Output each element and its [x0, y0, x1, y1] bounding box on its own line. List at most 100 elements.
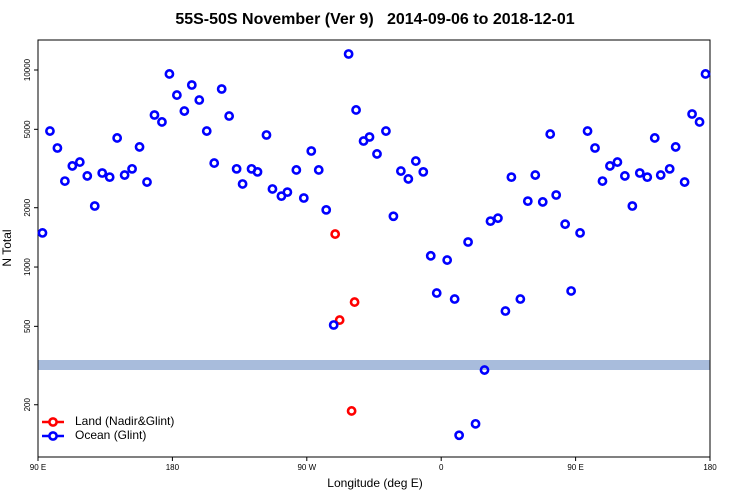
point — [261, 130, 272, 140]
y-tick-label: 5000 — [23, 120, 32, 138]
point — [59, 176, 70, 186]
point — [479, 365, 490, 375]
x-axis-label: Longitude (deg E) — [327, 476, 422, 490]
point — [454, 430, 465, 441]
point — [687, 109, 697, 119]
point — [186, 80, 197, 90]
point — [82, 171, 93, 181]
point — [164, 69, 175, 79]
point — [119, 170, 130, 180]
plot-frame — [37, 39, 711, 458]
point — [619, 171, 630, 181]
point — [493, 213, 503, 224]
point — [194, 95, 205, 105]
point — [515, 294, 526, 304]
point — [179, 106, 190, 116]
y-tick-label: 200 — [23, 398, 32, 412]
point — [634, 168, 645, 178]
point — [142, 177, 152, 187]
point — [330, 229, 341, 239]
point — [410, 156, 421, 166]
point — [670, 142, 681, 152]
point — [252, 166, 263, 177]
point — [149, 110, 160, 120]
point — [97, 168, 108, 178]
point — [37, 228, 48, 238]
point — [298, 193, 309, 203]
point — [216, 84, 227, 94]
point — [134, 142, 145, 152]
point — [395, 166, 406, 176]
point — [231, 163, 242, 174]
x-tick-label: 180 — [703, 463, 717, 472]
point — [201, 126, 212, 136]
point — [349, 297, 360, 307]
point — [282, 187, 293, 198]
point — [381, 126, 391, 136]
point — [237, 179, 248, 189]
point — [418, 166, 429, 177]
y-axis-label: N Total — [0, 229, 14, 266]
point — [321, 204, 332, 215]
point — [104, 172, 115, 183]
point — [506, 172, 517, 183]
point — [127, 163, 137, 174]
y-tick-label: 1000 — [23, 258, 32, 276]
point — [590, 143, 600, 153]
x-tick-label: 0 — [439, 463, 444, 472]
point — [566, 286, 577, 296]
point — [642, 172, 653, 183]
point — [649, 133, 660, 143]
point — [431, 288, 442, 298]
point — [500, 306, 511, 316]
point — [112, 133, 123, 143]
legend-marker — [48, 431, 58, 441]
y-tick-label: 2000 — [23, 198, 32, 216]
point — [470, 418, 481, 429]
legend-label: Land (Nadir&Glint) — [75, 414, 174, 428]
point — [364, 132, 375, 142]
point — [655, 170, 666, 180]
point — [291, 165, 302, 175]
point — [171, 90, 182, 100]
point — [334, 315, 345, 325]
point — [545, 129, 556, 139]
legend-marker — [48, 417, 58, 427]
point — [306, 146, 317, 156]
point — [605, 161, 615, 171]
point — [551, 190, 562, 200]
point — [343, 49, 354, 59]
y-tick-label: 10000 — [23, 58, 32, 81]
x-tick-label: 90 E — [30, 463, 46, 472]
x-tick-label: 90 W — [297, 463, 316, 472]
point — [442, 255, 453, 265]
point — [449, 294, 460, 304]
point — [351, 105, 361, 115]
point — [700, 69, 711, 79]
point — [612, 157, 623, 167]
shaded-band — [38, 360, 710, 370]
y-tick-label: 500 — [23, 319, 32, 333]
point — [74, 157, 85, 167]
point — [463, 237, 473, 247]
point — [530, 170, 541, 180]
point — [313, 165, 324, 175]
point — [209, 158, 220, 168]
point — [560, 219, 571, 230]
point — [157, 117, 167, 127]
x-tick-label: 180 — [166, 463, 180, 472]
point — [664, 163, 675, 174]
point — [267, 184, 278, 194]
point — [522, 196, 533, 207]
point — [627, 201, 638, 211]
point — [679, 177, 690, 187]
point — [346, 406, 357, 416]
point — [328, 320, 339, 330]
point — [425, 250, 436, 261]
point — [52, 143, 63, 153]
point — [694, 117, 705, 127]
point — [575, 228, 585, 238]
x-tick-label: 90 E — [567, 463, 583, 472]
